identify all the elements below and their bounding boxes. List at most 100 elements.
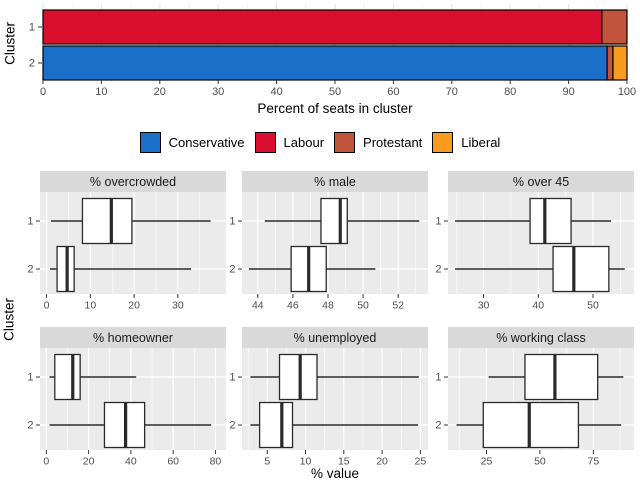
x-axis-working-class: 25 50 75: [481, 450, 600, 468]
svg-text:20: 20: [154, 86, 166, 98]
legend-key-protestant: [334, 131, 356, 153]
stacked-bars: [42, 9, 628, 81]
x-axis-male: 44 46 48 50 52: [252, 294, 404, 312]
svg-text:2: 2: [229, 420, 235, 432]
bar-segment-labour-cluster-1: [42, 9, 603, 45]
x-axis-over-45: 30 40 50: [478, 294, 599, 312]
box-working-class-cluster-2: [456, 401, 622, 449]
svg-text:30: 30: [478, 300, 490, 312]
top-x-axis: 0 10 20 30 40 50 60 70 80 90 100: [40, 80, 636, 98]
box-unemployed-cluster-2: [250, 401, 419, 449]
legend-key-conservative: [139, 131, 161, 153]
y-axis-homeowner: 12: [27, 372, 40, 432]
svg-text:60: 60: [167, 456, 179, 468]
facet-strip-male: % male: [242, 171, 428, 192]
svg-text:2: 2: [435, 264, 441, 276]
legend-item-conservative: Conservative: [139, 131, 245, 153]
y-axis-male: 12: [229, 216, 242, 276]
facet-strip-overcrowded: % overcrowded: [40, 171, 226, 192]
box-male-cluster-2: [249, 245, 376, 293]
legend-item-protestant: Protestant: [334, 131, 423, 153]
svg-text:75: 75: [588, 456, 600, 468]
svg-text:10: 10: [300, 456, 312, 468]
facet-strip-over-45: % over 45: [448, 171, 634, 192]
svg-text:25: 25: [481, 456, 493, 468]
svg-text:70: 70: [446, 86, 458, 98]
box-male-cluster-1: [264, 197, 420, 245]
facet-strip-unemployed: % unemployed: [242, 327, 428, 348]
box-over-45-cluster-2: [455, 245, 625, 293]
svg-text:46: 46: [287, 300, 299, 312]
svg-text:1: 1: [29, 22, 35, 34]
svg-text:20: 20: [128, 300, 140, 312]
bar-segment-liberal-cluster-2: [612, 45, 628, 81]
svg-text:50: 50: [357, 300, 369, 312]
svg-text:30: 30: [212, 86, 224, 98]
y-axis-unemployed: 12: [229, 372, 242, 432]
svg-text:1: 1: [435, 216, 441, 228]
svg-text:40: 40: [125, 456, 137, 468]
bar-segment-protestant-cluster-2: [606, 45, 614, 81]
facet-strip-working-class: % working class: [448, 327, 634, 348]
svg-text:60: 60: [387, 86, 399, 98]
facet-y-axis-title: Cluster: [1, 298, 17, 341]
svg-text:1: 1: [229, 216, 235, 228]
svg-text:30: 30: [172, 300, 184, 312]
svg-text:50: 50: [587, 300, 599, 312]
svg-text:90: 90: [562, 86, 574, 98]
box-working-class-cluster-1: [488, 353, 624, 401]
svg-text:40: 40: [532, 300, 544, 312]
svg-text:1: 1: [229, 372, 235, 384]
svg-text:25: 25: [415, 456, 427, 468]
svg-text:20: 20: [376, 456, 388, 468]
legend-label: Labour: [283, 134, 325, 150]
svg-text:2: 2: [229, 264, 235, 276]
svg-text:48: 48: [322, 300, 334, 312]
x-axis-unemployed: 5 10 15 20 25: [264, 450, 426, 468]
legend-label: Liberal: [461, 134, 501, 150]
box-homeowner-cluster-1: [49, 353, 137, 401]
svg-text:1: 1: [27, 372, 33, 384]
svg-text:0: 0: [43, 456, 49, 468]
facet-x-axis-title: % value: [310, 466, 360, 481]
svg-text:80: 80: [504, 86, 516, 98]
svg-text:2: 2: [27, 264, 33, 276]
svg-text:2: 2: [435, 420, 441, 432]
top-x-axis-title: Percent of seats in cluster: [257, 101, 413, 116]
svg-text:50: 50: [534, 456, 546, 468]
svg-text:1: 1: [435, 372, 441, 384]
box-overcrowded-cluster-2: [50, 245, 191, 293]
x-axis-homeowner: 0 20 40 60 80: [43, 450, 221, 468]
svg-text:80: 80: [210, 456, 222, 468]
svg-text:20: 20: [83, 456, 95, 468]
box-over-45-cluster-1: [455, 197, 612, 245]
svg-text:2: 2: [27, 420, 33, 432]
svg-text:5: 5: [264, 456, 270, 468]
legend-item-liberal: Liberal: [432, 131, 501, 153]
box-overcrowded-cluster-1: [50, 197, 211, 245]
box-unemployed-cluster-1: [250, 353, 419, 401]
y-axis-over-45: 12: [435, 216, 448, 276]
svg-text:52: 52: [392, 300, 404, 312]
svg-text:0: 0: [40, 86, 46, 98]
y-axis-overcrowded: 12: [27, 216, 40, 276]
svg-text:100: 100: [618, 86, 636, 98]
svg-text:10: 10: [84, 300, 96, 312]
box-homeowner-cluster-2: [49, 401, 212, 449]
legend-item-labour: Labour: [254, 131, 325, 153]
legend: Conservative Labour Protestant Liberal: [0, 130, 640, 154]
legend-key-labour: [254, 131, 276, 153]
bar-segment-conservative-cluster-2: [42, 45, 608, 81]
svg-text:2: 2: [29, 58, 35, 70]
svg-text:15: 15: [338, 456, 350, 468]
svg-text:1: 1: [27, 216, 33, 228]
legend-label: Protestant: [363, 134, 423, 150]
svg-text:44: 44: [252, 300, 264, 312]
